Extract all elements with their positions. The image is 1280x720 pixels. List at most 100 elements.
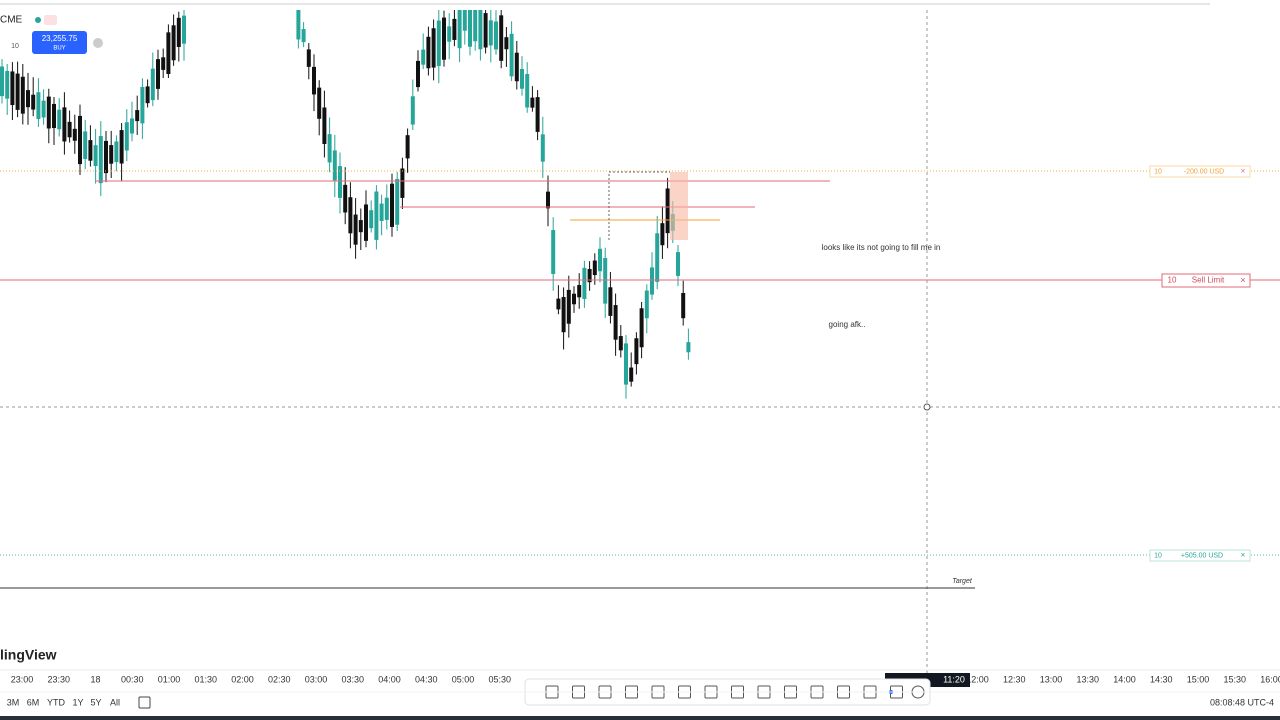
candle-body [296,10,301,40]
candle-body [442,17,446,60]
candle-body [395,178,400,225]
range-button[interactable]: All [110,697,120,707]
candle-body [20,76,25,114]
order-tag[interactable]: 10 -200.00 USD × [1149,165,1251,178]
flag [44,15,57,25]
candle-body [587,268,592,283]
candle-body [520,69,524,89]
candle-body [369,210,374,229]
candle-body [390,183,394,227]
tag-box [1149,165,1251,178]
candle-body [530,97,535,108]
candle-body [582,267,587,299]
candle-body [478,10,483,50]
close-icon[interactable]: × [1241,167,1246,176]
candle-body [317,87,322,119]
candle-body [332,150,337,181]
time-label: 12:30 [1003,674,1026,684]
candle-body [98,136,103,184]
candle-body [566,289,571,324]
candle-body [166,32,171,75]
candle-body [535,97,540,132]
time-label: 16:00 [1260,674,1280,684]
candle-body [171,25,176,61]
calendar-icon[interactable] [138,696,151,709]
close-icon[interactable]: × [1240,275,1245,285]
crosshair-time: 11:20 [943,674,965,684]
tag-label: -200.00 USD [1184,168,1224,175]
range-button[interactable]: 5Y [90,697,101,707]
order-tag[interactable]: 10 Sell Limit × [1161,273,1251,288]
candle-body [426,36,431,69]
candle-body [494,21,498,50]
candle-body [400,168,405,198]
candle-body [452,18,457,40]
note: going afk.. [829,320,866,329]
candle-body [176,17,181,47]
range-button[interactable]: 3M [7,697,20,707]
time-axis: 23:00 23:30 18 00:30 01:00 01:30 02:00 02:30 03:… [11,674,1280,684]
range-button[interactable]: 1Y [72,697,83,707]
target-note: Target [952,578,973,585]
candle-body [0,66,4,97]
candle-body [431,28,436,68]
candle-body [551,230,556,274]
candle-body [421,49,426,65]
range-button[interactable]: YTD [47,697,66,707]
time-label: 03:30 [341,674,364,684]
candle-body [358,220,363,233]
time-label: 18 [90,674,100,684]
candle-body [499,15,504,61]
tag-label: +505.00 USD [1181,552,1223,559]
tag-qty: 10 [1154,552,1162,559]
candle-body [41,100,46,118]
candle-body [109,145,114,164]
candle-body [379,203,384,221]
candle-body [634,338,639,365]
order-tag[interactable]: 10 +505.00 USD × [1149,549,1251,562]
time-label: 14:30 [1150,674,1173,684]
candle-body [592,260,597,276]
candle-body [572,293,576,305]
candle-body [608,287,613,316]
range-button[interactable]: 6M [27,697,40,707]
candle-body [57,109,62,130]
candle-body [655,233,660,282]
candle-body [135,110,140,122]
buy-button[interactable] [32,31,87,54]
candle-body [5,70,10,99]
candle-body [72,128,77,141]
candle-body [618,336,623,351]
candle-body [577,285,582,298]
time-label: 04:00 [378,674,401,684]
highlight-box [670,172,688,240]
candles [0,10,691,399]
info-icon[interactable] [93,38,103,48]
close-icon[interactable]: × [1241,551,1246,560]
candle-body [665,188,670,234]
candle-body [416,60,420,88]
time-label: 14:00 [1113,674,1136,684]
candle-body [525,74,530,108]
candle-body [650,267,654,295]
candle-body [468,10,472,47]
candle-body [660,223,665,246]
range-buttons: 3M 6M YTD 1Y 5Y All [7,697,120,707]
tag-box [1161,273,1251,288]
candle-body [509,33,514,77]
candle-body [140,86,145,124]
candle-body [93,145,98,167]
candle-body [301,29,306,43]
time-label: 05:00 [452,674,475,684]
time-label: 01:30 [194,674,217,684]
crosshair-dot [923,403,931,411]
candle-body [598,248,602,272]
measure-box [608,171,670,240]
candle-body [83,131,88,159]
candle-body [514,52,519,82]
candle-body [436,20,441,67]
candle-body [462,10,467,31]
candle-body [312,66,316,95]
candle-body [306,49,311,67]
